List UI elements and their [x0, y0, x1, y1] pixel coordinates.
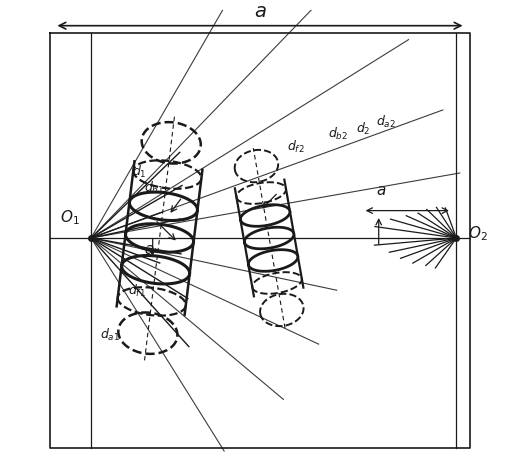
Text: $d_{f2}$: $d_{f2}$	[288, 139, 305, 156]
Text: $a$: $a$	[254, 3, 266, 21]
Text: $O_2$: $O_2$	[468, 224, 487, 243]
Text: $d_{b1}$: $d_{b1}$	[144, 180, 164, 197]
Text: $d_{b2}$: $d_{b2}$	[329, 126, 348, 142]
Text: $a$: $a$	[376, 184, 386, 198]
Text: $d_{f1}$: $d_{f1}$	[127, 283, 145, 299]
Text: $d_1$: $d_1$	[132, 164, 147, 180]
Text: $d_{a2}$: $d_{a2}$	[376, 114, 396, 130]
Text: $a$: $a$	[144, 243, 154, 257]
Text: $d_{a1}$: $d_{a1}$	[100, 326, 120, 343]
Text: $d_2$: $d_2$	[356, 121, 370, 137]
Text: $O_1$: $O_1$	[60, 208, 80, 226]
